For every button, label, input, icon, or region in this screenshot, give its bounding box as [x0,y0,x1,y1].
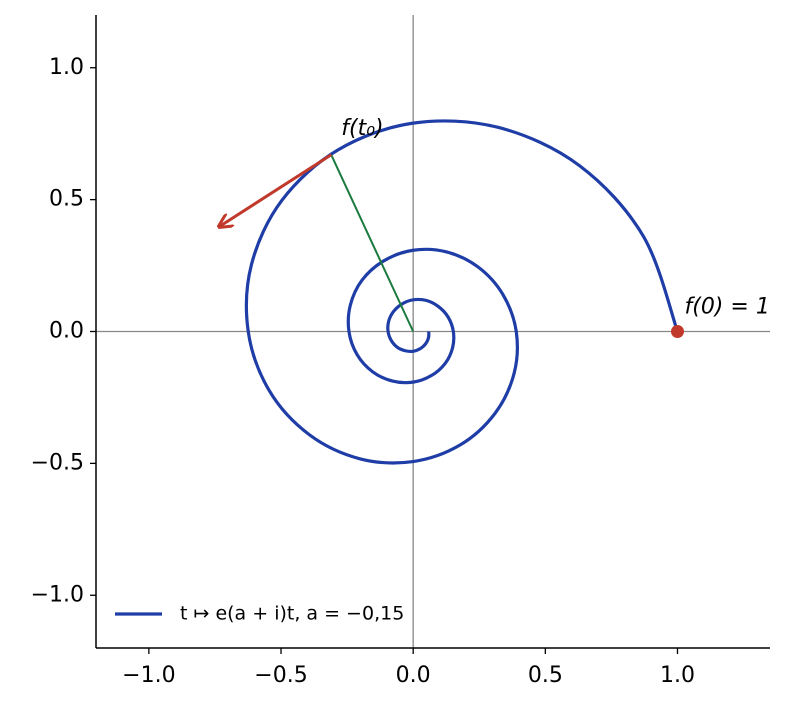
x-tick-label: −0.5 [254,663,307,688]
x-tick-label: 1.0 [660,663,695,688]
y-tick-label: 0.0 [49,319,84,344]
x-tick-label: 0.5 [528,663,563,688]
y-tick-label: −0.5 [31,450,84,475]
legend-label: t ↦ e(a + i)t, a = −0,15 [180,603,404,625]
radius-line [330,154,415,332]
tangent-arrow [220,153,333,226]
x-tick-label: −1.0 [122,663,175,688]
spiral-line [244,119,679,465]
radius-label: f(t₀) [341,116,383,141]
y-tick-label: 0.5 [49,187,84,212]
x-tick-label: 0.0 [396,663,431,688]
start-point [670,325,684,338]
y-tick-label: 1.0 [49,55,84,80]
y-tick-label: −1.0 [31,582,84,607]
point-label: f(0) = 1 [684,295,769,320]
